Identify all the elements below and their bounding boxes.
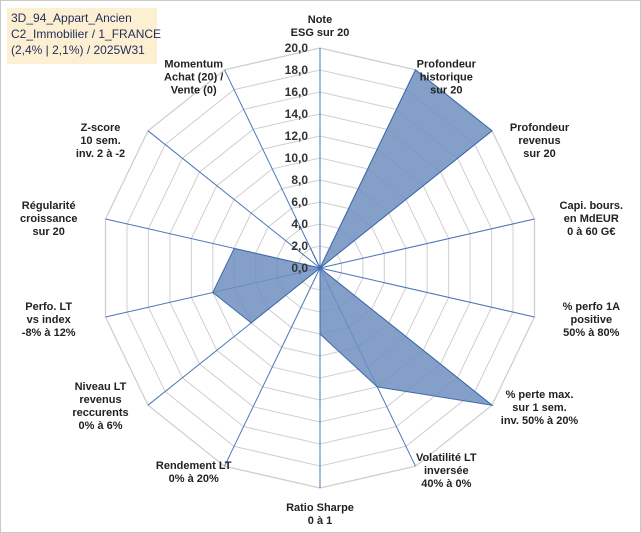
- axis-label-line: Volatilité LT: [416, 452, 477, 464]
- axis-label: % perte max. sur 1 sem. inv. 50% à 20%: [501, 389, 579, 427]
- axis-label: Note ESG sur 20: [291, 14, 350, 39]
- axis-label-line: Profondeur: [510, 122, 570, 134]
- axis-label-line: 50% à 80%: [563, 327, 619, 339]
- tick-label: 6,0: [291, 195, 308, 209]
- axis-label: Perfo. LT vs index -8% à 12%: [22, 301, 76, 339]
- axis-label-line: historique: [420, 72, 473, 84]
- tick-label: 12,0: [285, 129, 309, 143]
- axis-label: Z-score 10 sem. inv. 2 à -2: [76, 122, 125, 160]
- axis-label-line: sur 1 sem.: [512, 402, 566, 414]
- axis-label-line: Achat (20) /: [164, 72, 223, 84]
- axis-spoke: [147, 130, 321, 269]
- axis-label-line: Z-score: [81, 122, 121, 134]
- axis-label: % perfo 1A positive 50% à 80%: [563, 301, 621, 339]
- tick-label: 16,0: [285, 85, 309, 99]
- tick-label: 14,0: [285, 107, 309, 121]
- axis-label-line: 0 à 60 G€: [567, 226, 615, 238]
- axis-label-line: inv. 50% à 20%: [501, 415, 579, 427]
- axis-spoke: [224, 69, 321, 269]
- axis-label: Volatilité LT inversée 40% à 0%: [416, 452, 477, 490]
- axis-label-line: sur 20: [430, 85, 462, 97]
- tick-label: 8,0: [291, 173, 308, 187]
- axis-label-line: inv. 2 à -2: [76, 148, 125, 160]
- axis-label-line: sur 20: [32, 226, 64, 238]
- axis-spoke: [319, 218, 535, 269]
- axis-label-line: Profondeur: [417, 59, 477, 71]
- tick-label: 10,0: [285, 151, 309, 165]
- axis-label: Ratio Sharpe 0 à 1: [286, 502, 354, 527]
- tick-label: 2,0: [291, 239, 308, 253]
- axis-label-line: Vente (0): [171, 85, 217, 97]
- axis-label-line: -8% à 12%: [22, 327, 76, 339]
- tick-label: 4,0: [291, 217, 308, 231]
- axis-label-line: inversée: [424, 465, 469, 477]
- axis-label-line: croissance: [20, 213, 77, 225]
- axis-label-line: ESG sur 20: [291, 27, 350, 39]
- axis-label-line: Régularité: [22, 200, 76, 212]
- header-line-1: 3D_94_Appart_Ancien: [11, 11, 132, 25]
- axis-label-line: positive: [571, 314, 613, 326]
- axis-label-line: Niveau LT: [75, 381, 127, 393]
- chart-header-box: 3D_94_Appart_Ancien C2_Immobilier / 1_FR…: [7, 8, 162, 64]
- axis-label-line: % perfo 1A: [563, 301, 621, 313]
- axis-label-line: sur 20: [523, 148, 555, 160]
- axis-label-line: 0% à 6%: [78, 420, 122, 432]
- axis-label-line: Perfo. LT: [25, 301, 72, 313]
- axis-label: Niveau LT revenus reccurents 0% à 6%: [72, 381, 128, 432]
- axis-label-line: Rendement LT: [156, 460, 232, 472]
- axis-label-line: reccurents: [72, 407, 128, 419]
- axis-label: Régularité croissance sur 20: [20, 200, 77, 238]
- axis-label-line: revenus: [518, 135, 560, 147]
- axis-spoke: [319, 267, 535, 318]
- axis-label: Rendement LT 0% à 20%: [156, 460, 232, 485]
- axis-label-line: en MdEUR: [564, 213, 619, 225]
- axis-label: Momentum Achat (20) / Vente (0): [164, 59, 223, 97]
- axis-spoke: [224, 267, 321, 467]
- axis-label: Profondeur historique sur 20: [417, 59, 477, 97]
- axis-label-line: % perte max.: [506, 389, 574, 401]
- axis-label-line: Ratio Sharpe: [286, 502, 354, 514]
- axis-label-line: 0% à 20%: [169, 473, 219, 485]
- tick-label: 20,0: [285, 41, 309, 55]
- axis-label-line: Capi. bours.: [560, 200, 624, 212]
- data-area: [212, 69, 494, 406]
- header-line-3: (2,4% | 2,1%) / 2025W31: [11, 43, 145, 57]
- axis-label-line: 40% à 0%: [421, 478, 471, 490]
- axis-label-line: Momentum: [164, 59, 223, 71]
- tick-label: 0,0: [291, 261, 308, 275]
- axis-label-line: vs index: [27, 314, 72, 326]
- axis-label-line: 0 à 1: [308, 515, 332, 527]
- axis-label: Profondeur revenus sur 20: [510, 122, 570, 160]
- axis-label: Capi. bours. en MdEUR 0 à 60 G€: [560, 200, 624, 238]
- tick-label: 18,0: [285, 63, 309, 77]
- axis-label-line: 10 sem.: [80, 135, 120, 147]
- axis-label-line: revenus: [79, 394, 121, 406]
- header-line-2: C2_Immobilier / 1_FRANCE: [11, 27, 162, 41]
- axis-label-line: Note: [308, 14, 332, 26]
